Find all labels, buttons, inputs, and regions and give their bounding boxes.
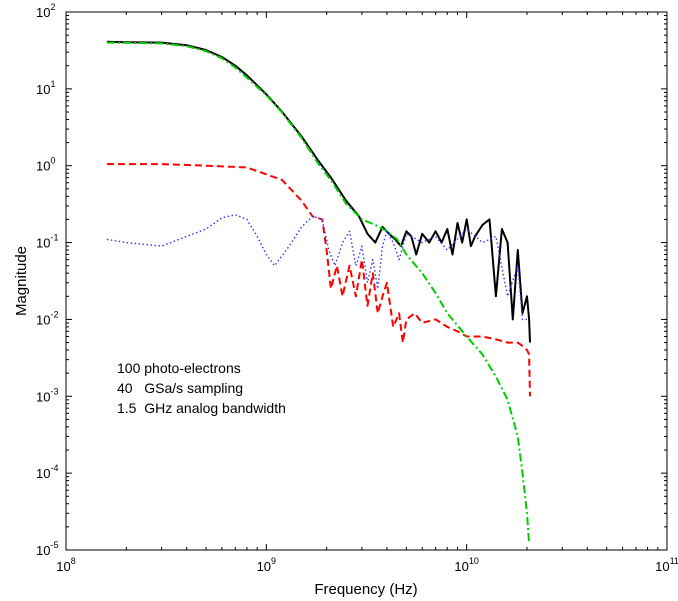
y-tick-label: 10-4	[36, 463, 58, 481]
y-tick-base: 10	[36, 389, 50, 404]
y-tick-exponent: -4	[50, 463, 58, 473]
x-tick-label: 1011	[655, 556, 678, 574]
x-tick-base: 10	[56, 559, 70, 574]
y-tick-label: 100	[36, 156, 55, 174]
y-tick-label: 101	[36, 79, 55, 97]
series-blue-dotted-line	[106, 214, 527, 321]
y-tick-exponent: -1	[50, 233, 58, 243]
series-layer	[106, 40, 531, 544]
x-tick-exponent: 9	[271, 556, 276, 566]
x-tick-label: 108	[56, 556, 75, 574]
annotation-bandwidth: 1.5 GHz analog bandwidth	[117, 400, 286, 416]
plot-frame	[65, 11, 668, 551]
y-tick-label: 10-2	[36, 309, 58, 327]
y-tick-exponent: 0	[50, 156, 55, 166]
y-axis-label: Magnitude	[13, 246, 30, 316]
y-tick-base: 10	[36, 236, 50, 251]
y-tick-label: 102	[36, 2, 55, 20]
tick-layer: 108 109 1010 101110-510-410-310-210-1100101…	[36, 2, 678, 574]
series-red-dashed-line	[106, 163, 531, 397]
series-green-dashdot-line	[106, 41, 531, 544]
y-tick-base: 10	[36, 543, 50, 558]
annotation-sampling: 40 GSa/s sampling	[117, 380, 243, 396]
y-tick-exponent: -3	[50, 386, 58, 396]
series-total-line	[106, 40, 531, 343]
y-tick-base: 10	[36, 466, 50, 481]
y-tick-base: 10	[36, 5, 50, 20]
x-tick-base: 10	[454, 559, 468, 574]
x-tick-label: 109	[257, 556, 276, 574]
x-axis-label: Frequency (Hz)	[314, 581, 417, 598]
y-tick-base: 10	[36, 312, 50, 327]
y-tick-exponent: -5	[50, 540, 58, 550]
x-tick-label: 1010	[454, 556, 478, 574]
y-tick-label: 10-1	[36, 233, 58, 251]
x-tick-base: 10	[655, 559, 669, 574]
x-tick-exponent: 11	[670, 556, 678, 566]
annotation-photo-electrons: 100 photo-electrons	[117, 360, 241, 376]
y-tick-exponent: 2	[50, 2, 55, 12]
y-tick-exponent: -2	[50, 309, 58, 319]
x-tick-exponent: 10	[469, 556, 479, 566]
x-tick-base: 10	[257, 559, 271, 574]
y-tick-label: 10-5	[36, 540, 58, 558]
y-tick-base: 10	[36, 159, 50, 174]
plot-background	[66, 12, 667, 550]
x-tick-exponent: 8	[71, 556, 76, 566]
y-tick-base: 10	[36, 82, 50, 97]
y-tick-label: 10-3	[36, 386, 58, 404]
y-tick-exponent: 1	[50, 79, 55, 89]
